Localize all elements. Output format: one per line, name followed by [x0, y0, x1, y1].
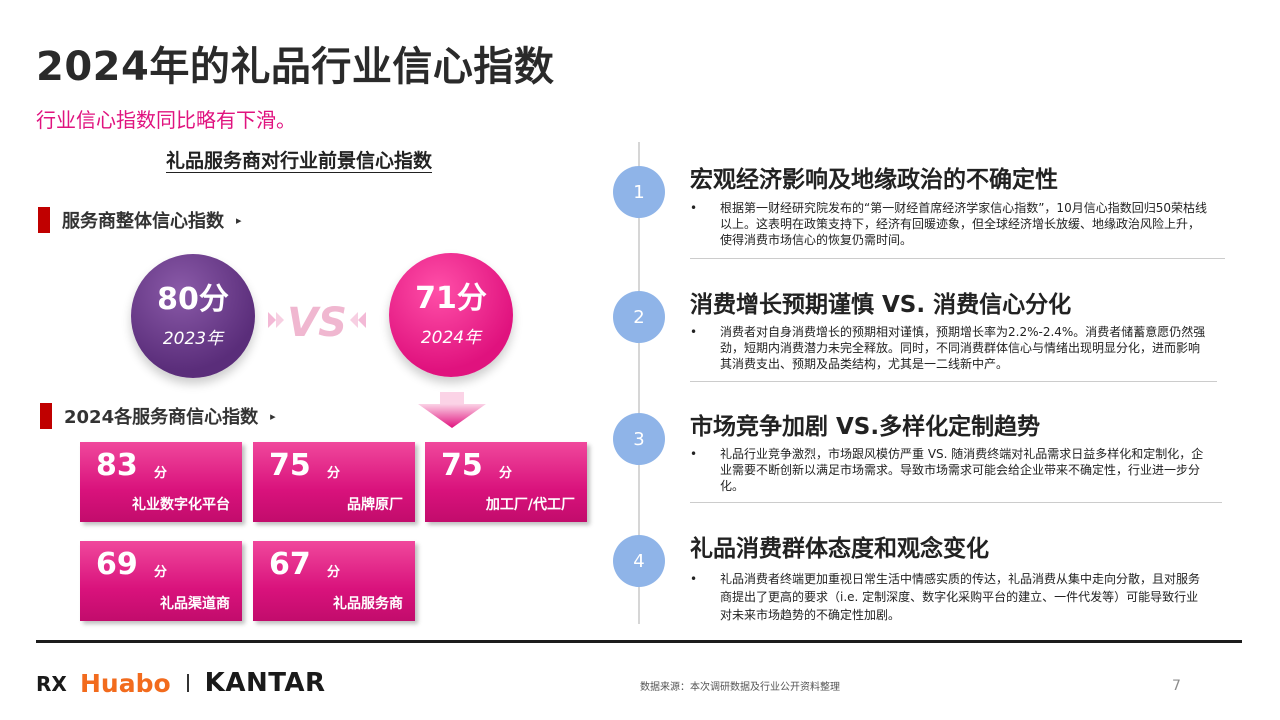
tile-name: 礼品服务商	[333, 596, 403, 612]
vs-left-chevron-icon	[276, 312, 284, 328]
year-2024: 2024年	[420, 328, 482, 348]
factor-body-text: 礼品行业竞争激烈，市场跟风模仿严重 VS. 随消费终端对礼品需求日益多样化和定制…	[720, 447, 1204, 493]
tile-value: 69	[96, 547, 138, 582]
score-2024: 71分	[415, 281, 487, 316]
separator	[690, 502, 1222, 503]
step-number-circle: 1	[613, 166, 665, 218]
left-heading: 礼品服务商对行业前景信心指数	[166, 150, 433, 172]
factor-body: • 礼品行业竞争激烈，市场跟风模仿严重 VS. 随消费终端对礼品需求日益多样化和…	[690, 446, 1210, 494]
red-marker-icon	[38, 207, 50, 233]
score-tile: 67 分 礼品服务商	[253, 541, 415, 621]
step-number-circle: 3	[613, 413, 665, 465]
overall-index-text: 服务商整体信心指数	[62, 211, 224, 232]
page-number: 7	[1172, 678, 1181, 694]
data-source-note: 数据来源：本次调研数据及行业公开资料整理	[640, 682, 840, 693]
score-2023: 80分	[157, 282, 229, 317]
factor-title: 消费增长预期谨慎 VS. 消费信心分化	[690, 292, 1072, 318]
step-number-circle: 4	[613, 535, 665, 587]
rx-logo-icon: RX	[36, 672, 67, 695]
factor-title: 礼品消费群体态度和观念变化	[690, 536, 989, 562]
factor-body: • 根据第一财经研究院发布的“第一财经首席经济学家信心指数”，10月信心指数回归…	[690, 200, 1210, 248]
tile-unit: 分	[327, 565, 341, 580]
down-arrow-icon	[418, 392, 486, 428]
brand-logos: RX Huabo KANTAR	[36, 668, 326, 698]
year-2023: 2023年	[162, 329, 224, 349]
tile-name: 礼品渠道商	[160, 596, 230, 612]
logo-divider	[186, 674, 189, 692]
factor-body-text: 根据第一财经研究院发布的“第一财经首席经济学家信心指数”，10月信心指数回归50…	[720, 201, 1207, 247]
footer-divider	[36, 640, 1242, 643]
tile-name: 加工厂/代工厂	[485, 497, 575, 513]
overall-index-label: 服务商整体信心指数 ▸	[38, 207, 242, 233]
factor-title: 宏观经济影响及地缘政治的不确定性	[690, 167, 1058, 193]
score-tile: 69 分 礼品渠道商	[80, 541, 242, 621]
factor-title: 市场竞争加剧 VS.多样化定制趋势	[690, 414, 1041, 440]
tile-unit: 分	[154, 565, 168, 580]
tile-unit: 分	[327, 466, 341, 481]
score-tile: 83 分 礼业数字化平台	[80, 442, 242, 522]
score-tile: 75 分 加工厂/代工厂	[425, 442, 587, 522]
vs-left-chevron-icon	[268, 312, 276, 328]
tile-value: 67	[269, 547, 311, 582]
tile-name: 品牌原厂	[347, 497, 403, 513]
tile-unit: 分	[499, 466, 513, 481]
factor-body-text: 礼品消费者终端更加重视日常生活中情感实质的传达，礼品消费从集中走向分散，且对服务…	[720, 572, 1201, 622]
factor-body-text: 消费者对自身消费增长的预期相对谨慎，预期增长率为2.2%-2.4%。消费者储蓄意…	[720, 325, 1206, 371]
page-subtitle: 行业信心指数同比略有下滑。	[36, 108, 296, 132]
bullet-icon: •	[690, 447, 698, 461]
score-circle-2024: 71分 2024年	[389, 253, 513, 377]
tile-unit: 分	[154, 466, 168, 481]
bullet-icon: •	[690, 325, 698, 339]
kantar-logo-text: KANTAR	[204, 668, 326, 698]
bullet-icon: •	[690, 572, 698, 586]
vs-right-chevron-icon	[358, 312, 366, 328]
red-marker-icon	[40, 403, 52, 429]
factor-body: • 消费者对自身消费增长的预期相对谨慎，预期增长率为2.2%-2.4%。消费者储…	[690, 324, 1210, 372]
timeline-line	[638, 142, 640, 624]
by-type-index-text: 2024各服务商信心指数	[64, 407, 259, 428]
tile-value: 75	[441, 448, 483, 483]
tile-value: 75	[269, 448, 311, 483]
triangle-right-icon: ▸	[270, 409, 276, 423]
score-tile: 75 分 品牌原厂	[253, 442, 415, 522]
bullet-icon: •	[690, 201, 698, 215]
huabo-logo-text: Huabo	[80, 668, 171, 698]
factor-body: • 礼品消费者终端更加重视日常生活中情感实质的传达，礼品消费从集中走向分散，且对…	[690, 570, 1210, 624]
page-title: 2024年的礼品行业信心指数	[36, 44, 555, 90]
tile-value: 83	[96, 448, 138, 483]
separator	[690, 258, 1225, 259]
svg-text:RX: RX	[36, 672, 67, 695]
by-type-index-label: 2024各服务商信心指数 ▸	[40, 403, 276, 429]
vs-text: VS	[287, 300, 347, 346]
tile-name: 礼业数字化平台	[132, 497, 230, 513]
triangle-right-icon: ▸	[236, 213, 242, 227]
score-circle-2023: 80分 2023年	[131, 254, 255, 378]
separator	[690, 381, 1217, 382]
vs-graphic: VS	[268, 300, 366, 346]
vs-right-chevron-icon	[350, 312, 358, 328]
step-number-circle: 2	[613, 291, 665, 343]
